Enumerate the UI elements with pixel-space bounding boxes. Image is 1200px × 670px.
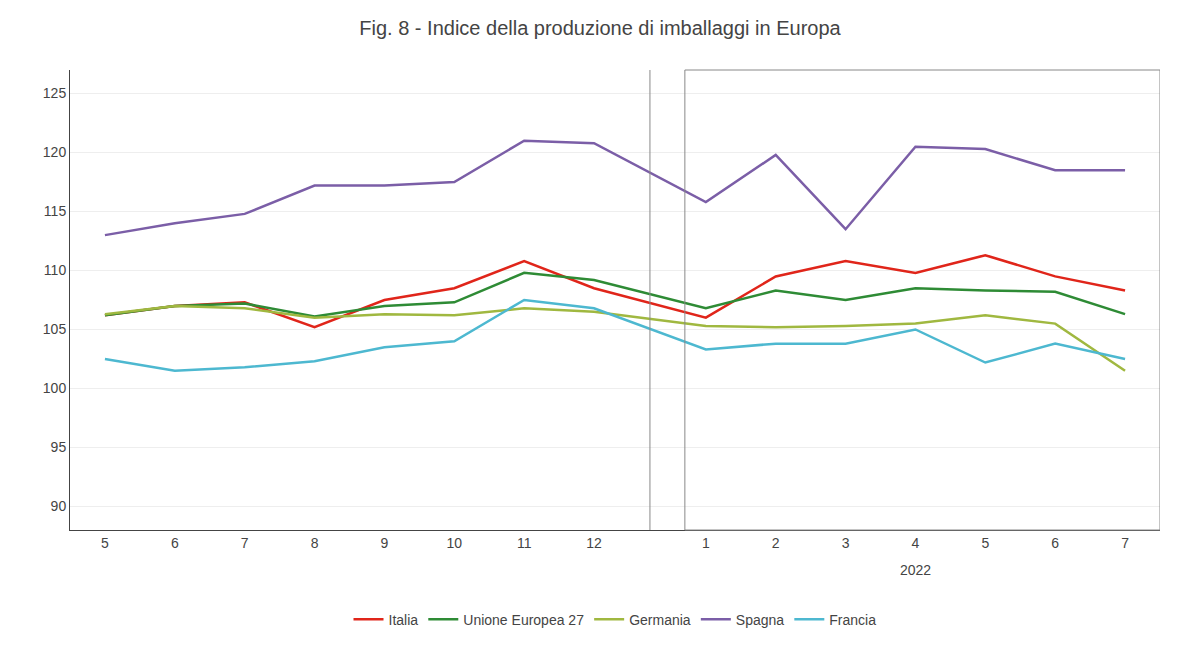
svg-text:2022: 2022 <box>900 562 931 578</box>
svg-text:9: 9 <box>381 535 389 551</box>
svg-text:Francia: Francia <box>829 612 876 628</box>
svg-text:Italia: Italia <box>389 612 419 628</box>
svg-text:5: 5 <box>101 535 109 551</box>
svg-text:6: 6 <box>171 535 179 551</box>
svg-text:95: 95 <box>51 439 67 455</box>
svg-text:120: 120 <box>43 144 67 160</box>
svg-text:Unione Europea 27: Unione Europea 27 <box>463 612 584 628</box>
svg-text:115: 115 <box>44 203 67 219</box>
svg-text:12: 12 <box>586 535 602 551</box>
svg-text:6: 6 <box>1051 535 1059 551</box>
svg-text:90: 90 <box>51 498 67 514</box>
svg-text:5: 5 <box>981 535 989 551</box>
svg-text:7: 7 <box>241 535 249 551</box>
svg-text:105: 105 <box>43 321 67 337</box>
svg-text:11: 11 <box>517 535 532 551</box>
svg-text:1: 1 <box>702 535 710 551</box>
svg-text:110: 110 <box>44 262 67 278</box>
svg-text:3: 3 <box>842 535 850 551</box>
svg-text:2: 2 <box>772 535 780 551</box>
svg-text:7: 7 <box>1121 535 1129 551</box>
svg-text:125: 125 <box>43 85 67 101</box>
svg-text:4: 4 <box>912 535 920 551</box>
svg-text:100: 100 <box>43 380 67 396</box>
svg-text:8: 8 <box>311 535 319 551</box>
svg-text:Germania: Germania <box>629 612 691 628</box>
svg-text:Fig. 8 - Indice della produzio: Fig. 8 - Indice della produzione di imba… <box>359 17 841 39</box>
svg-text:Spagna: Spagna <box>736 612 784 628</box>
svg-text:10: 10 <box>447 535 463 551</box>
